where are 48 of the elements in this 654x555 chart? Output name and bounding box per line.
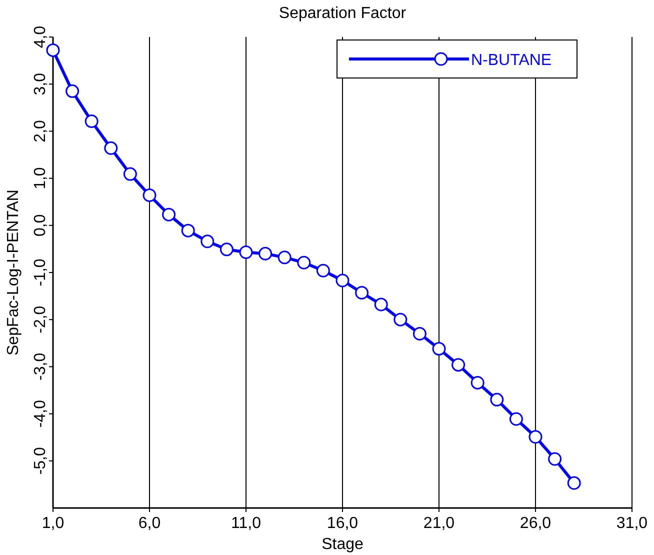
point [394, 312, 408, 326]
point [220, 242, 234, 256]
x-tick-label: 26,0 [520, 515, 552, 532]
legend-label: N-BUTANE [471, 52, 552, 69]
y-tick-label: -5,0 [32, 447, 49, 475]
point [142, 188, 156, 202]
y-axis-title: SepFac-Log-I-PENTAN [5, 190, 22, 356]
point [548, 452, 562, 466]
point [316, 264, 330, 278]
point [452, 358, 466, 372]
x-tick-label: 6,0 [138, 515, 161, 532]
point [412, 326, 426, 340]
point [181, 224, 195, 238]
point [336, 274, 350, 288]
x-tick-label: 31,0 [616, 515, 648, 532]
y-tick-label: 0,0 [32, 214, 49, 237]
point [123, 167, 137, 181]
point [528, 430, 542, 444]
point [470, 376, 484, 390]
point [432, 342, 446, 356]
y-tick-label: -1,0 [32, 258, 49, 286]
point [297, 256, 311, 270]
point [278, 250, 292, 264]
point [509, 412, 523, 426]
y-tick-label: 3,0 [32, 72, 49, 96]
y-tick-label: 1,0 [32, 167, 49, 190]
point [374, 298, 388, 312]
point [567, 476, 581, 490]
x-tick-label: 21,0 [423, 515, 455, 532]
point [46, 43, 60, 57]
point [258, 246, 272, 260]
point [239, 245, 253, 259]
point [84, 114, 98, 128]
y-tick-label: 2,0 [32, 120, 49, 142]
y-tick-label: -3,0 [32, 352, 49, 380]
point [200, 234, 214, 248]
chart-title: Separation Factor [278, 5, 407, 22]
point [66, 84, 80, 98]
point [104, 141, 118, 155]
point [355, 286, 369, 300]
x-tick-label: 16,0 [326, 515, 358, 532]
point [490, 392, 504, 406]
x-tick-label: 11,0 [231, 515, 262, 532]
x-axis-title: Stage [322, 536, 364, 553]
y-tick-label: 4,0 [32, 26, 49, 48]
y-tick-label: -2,0 [32, 306, 49, 334]
y-tick-label: -4,0 [32, 400, 49, 428]
point [162, 208, 176, 222]
